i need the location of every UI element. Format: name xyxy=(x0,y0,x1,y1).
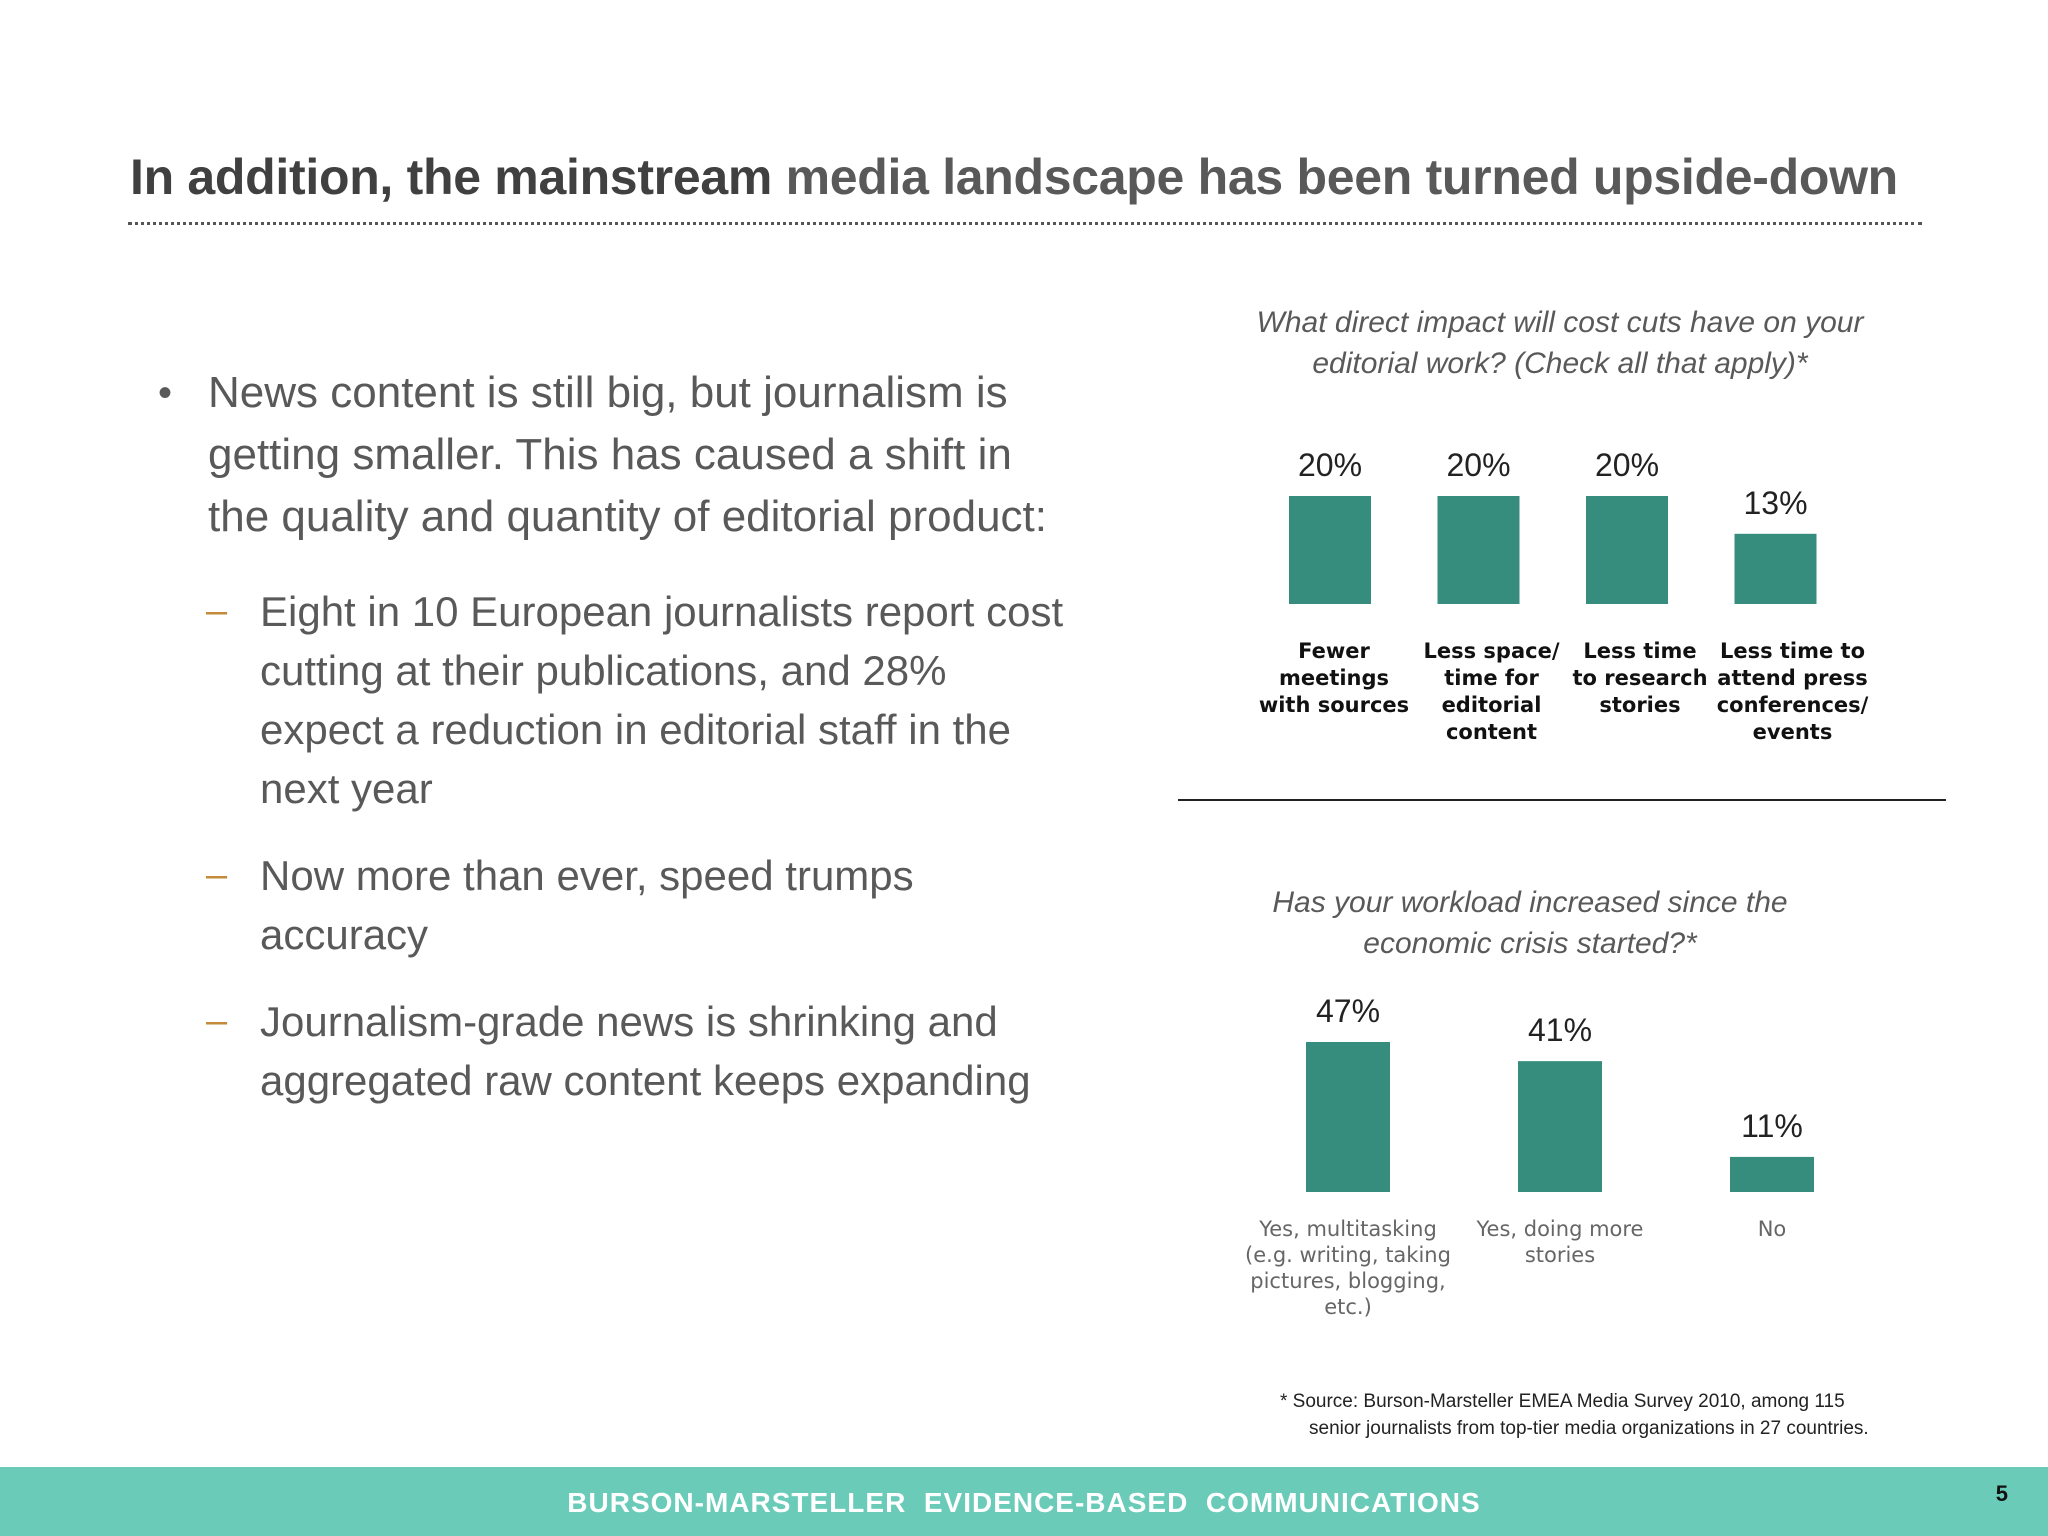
dash-icon: – xyxy=(206,854,228,896)
category-label: Less space/time for editorial content xyxy=(1424,639,1560,744)
main-bullet: • News content is still big, but journal… xyxy=(150,362,1070,548)
data-label: 20% xyxy=(1298,447,1362,483)
category-label-line: Less time xyxy=(1583,639,1696,663)
dash-icon: – xyxy=(206,1000,228,1042)
footnote-line-1: * Source: Burson-Marsteller EMEA Media S… xyxy=(1280,1391,1845,1412)
category-label-line: meetings xyxy=(1279,666,1389,690)
category-label: No xyxy=(1758,1217,1787,1241)
category-label-line: etc.) xyxy=(1324,1295,1372,1319)
category-label: Less time to research stories xyxy=(1572,639,1707,717)
sub-bullet-text: Journalism-grade news is shrinking and a… xyxy=(260,998,1031,1104)
bar-1 xyxy=(1437,496,1520,604)
category-label-line: with sources xyxy=(1259,693,1409,717)
page-number: 5 xyxy=(1995,1481,2008,1506)
title-dotted-rule xyxy=(128,222,1922,225)
bar-0 xyxy=(1306,1042,1390,1192)
category-label-line: time for xyxy=(1444,666,1539,690)
bar-0 xyxy=(1289,496,1371,604)
data-label: 20% xyxy=(1446,447,1510,483)
data-label: 20% xyxy=(1595,447,1659,483)
chart-1-cost-cuts: 20% Fewer meetings with sources 20% Less spac… xyxy=(1259,447,1869,744)
bullet-list: • News content is still big, but journal… xyxy=(150,362,1070,1110)
category-label-line: Less space/ xyxy=(1424,639,1560,663)
sub-bullet-text: Eight in 10 European journalists report … xyxy=(260,588,1064,812)
sub-bullet: – Now more than ever, speed trumps accur… xyxy=(150,846,1070,964)
category-label-line: events xyxy=(1753,720,1833,744)
slide-title-part-1: In addition, the mainstream xyxy=(130,149,786,205)
chart-2-title: Has your workload increased since the ec… xyxy=(1272,886,1788,960)
main-bullet-text: News content is still big, but journalis… xyxy=(208,368,1047,541)
source-footnote: * Source: Burson-Marsteller EMEA Media S… xyxy=(1280,1388,1869,1442)
category-label-line: stories xyxy=(1525,1243,1595,1267)
sub-bullet: – Journalism-grade news is shrinking and… xyxy=(150,992,1070,1110)
category-label: Less time to attend press conferences/even… xyxy=(1717,639,1869,744)
data-label: 47% xyxy=(1316,993,1380,1029)
slide-title: In addition, the mainstream media landsc… xyxy=(130,148,1930,206)
category-label-line: pictures, blogging, xyxy=(1250,1269,1445,1293)
bar-2 xyxy=(1586,496,1668,604)
bar-3 xyxy=(1734,533,1817,604)
category-label-line: attend press xyxy=(1717,666,1867,690)
chart-divider xyxy=(1178,799,1946,801)
category-label-line: content xyxy=(1446,720,1537,744)
footer-bar: BURSON-MARSTELLER EVIDENCE-BASED COMMUNI… xyxy=(0,1467,2048,1536)
category-label-line: conferences/ xyxy=(1717,693,1869,717)
category-label: Yes, multitasking (e.g. writing, taking pi… xyxy=(1245,1217,1451,1319)
category-label: Yes, doing more stories xyxy=(1476,1217,1644,1267)
data-label: 13% xyxy=(1743,485,1807,521)
footer-text: BURSON-MARSTELLER EVIDENCE-BASED COMMUNI… xyxy=(567,1487,1481,1518)
sub-bullet: – Eight in 10 European journalists repor… xyxy=(150,582,1070,818)
category-label-line: Yes, doing more xyxy=(1476,1217,1644,1241)
slide-title-part-2: media landscape has been turned upside-d… xyxy=(785,149,1899,205)
category-label-line: stories xyxy=(1599,693,1680,717)
category-label: Fewer meetings with sources xyxy=(1259,639,1409,717)
category-label-line: (e.g. writing, taking xyxy=(1245,1243,1451,1267)
chart-2-workload: 47% Yes, multitasking (e.g. writing, takin… xyxy=(1245,993,1814,1319)
chart-1-title: What direct impact will cost cuts have o… xyxy=(1256,306,1864,380)
sub-bullet-text: Now more than ever, speed trumps accurac… xyxy=(260,852,914,958)
data-label: 11% xyxy=(1741,1108,1803,1144)
category-label-line: No xyxy=(1758,1217,1787,1241)
data-label: 41% xyxy=(1528,1012,1592,1048)
bar-1 xyxy=(1518,1061,1602,1192)
category-label-line: Fewer xyxy=(1298,639,1370,663)
category-label-line: to research xyxy=(1572,666,1707,690)
bullet-dot-icon: • xyxy=(158,371,173,415)
dash-icon: – xyxy=(206,590,228,632)
footnote-line-2: senior journalists from top-tier media o… xyxy=(1309,1418,1869,1439)
category-label-line: Less time to xyxy=(1720,639,1865,663)
bar-2 xyxy=(1730,1156,1814,1192)
category-label-line: Yes, multitasking xyxy=(1258,1217,1437,1241)
category-label-line: editorial xyxy=(1442,693,1542,717)
